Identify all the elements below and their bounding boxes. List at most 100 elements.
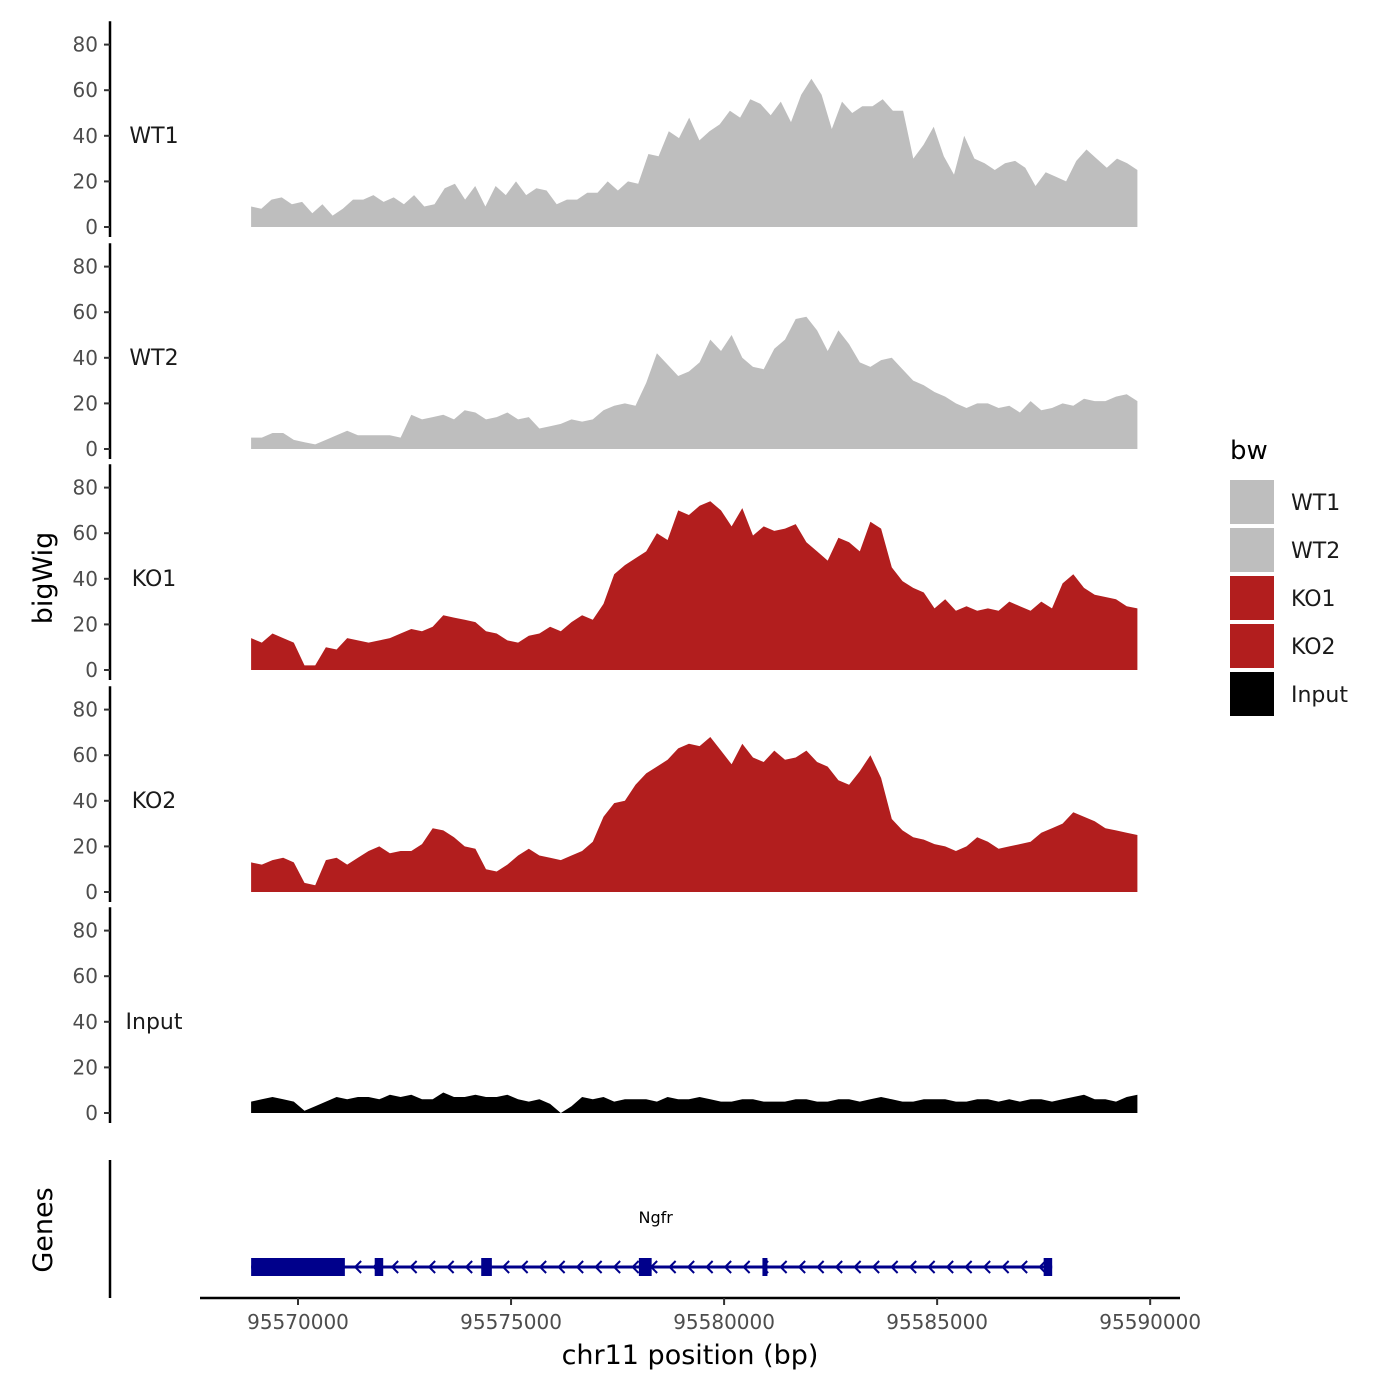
- legend-swatch-wt2: [1230, 528, 1274, 572]
- strand-arrow: [409, 1260, 418, 1274]
- strand-arrow: [1001, 1260, 1010, 1274]
- x-tick-label: 95570000: [247, 1310, 349, 1334]
- track-ko2: 0 20 40 60 80 KO2: [73, 686, 1138, 904]
- y-tick-label: 20: [73, 1055, 98, 1079]
- exon-block: [638, 1258, 652, 1276]
- genes-axis-title: Genes: [28, 1187, 59, 1272]
- strand-arrow: [797, 1260, 806, 1274]
- y-tick-label: 20: [73, 834, 98, 858]
- signal-area-ko2: [251, 737, 1138, 892]
- y-tick-label: 20: [73, 612, 98, 636]
- legend-label-wt1: WT1: [1291, 491, 1340, 516]
- strand-arrow: [705, 1260, 714, 1274]
- y-tick-label: 80: [73, 33, 98, 57]
- legend-label-ko1: KO1: [1291, 587, 1336, 612]
- legend: bw WT1 WT2 KO1 KO2 Input: [1230, 436, 1348, 716]
- y-tick-label: 80: [73, 476, 98, 500]
- y-tick-label: 0: [85, 437, 98, 461]
- y-tick-label: 60: [73, 964, 98, 988]
- strand-arrow: [464, 1260, 473, 1274]
- track-wt2: 0 20 40 60 80 WT2: [73, 243, 1138, 461]
- y-tick-label: 60: [73, 521, 98, 545]
- strand-arrow: [612, 1260, 621, 1274]
- gene-name-label: Ngfr: [638, 1208, 673, 1227]
- y-tick-label: 0: [85, 880, 98, 904]
- strand-arrow: [982, 1260, 991, 1274]
- y-tick-label: 40: [73, 346, 98, 370]
- y-tick-label: 20: [73, 391, 98, 415]
- strand-arrow: [723, 1260, 732, 1274]
- track-wt1: 0 20 40 60 80 WT1: [73, 21, 1138, 239]
- track-ko1: 0 20 40 60 80 KO1: [73, 464, 1138, 682]
- x-tick-label: 95580000: [673, 1310, 775, 1334]
- strand-arrow: [353, 1260, 362, 1274]
- signal-area-wt2: [251, 316, 1138, 449]
- y-tick-label: 20: [73, 169, 98, 193]
- strand-arrow: [945, 1260, 954, 1274]
- strand-arrow: [871, 1260, 880, 1274]
- legend-swatch-ko1: [1230, 576, 1274, 620]
- strand-arrow: [501, 1260, 510, 1274]
- legend-swatch-wt1: [1230, 480, 1274, 524]
- legend-swatch-ko2: [1230, 624, 1274, 668]
- y-tick-label: 80: [73, 919, 98, 943]
- track-label: WT2: [129, 346, 178, 371]
- signal-area-ko1: [251, 501, 1138, 670]
- strand-arrow: [816, 1260, 825, 1274]
- x-axis: 95570000 95575000 95580000 95585000 95590000: [200, 1296, 1201, 1334]
- legend-title: bw: [1230, 436, 1268, 466]
- y-tick-label: 80: [73, 255, 98, 279]
- signal-area-wt1: [251, 78, 1138, 227]
- exon-block: [481, 1258, 492, 1276]
- track-label: WT1: [129, 124, 178, 149]
- legend-label-input: Input: [1291, 683, 1348, 708]
- signal-area-input: [251, 1092, 1138, 1113]
- exon-block: [374, 1258, 384, 1276]
- x-tick-label: 95575000: [460, 1310, 562, 1334]
- exon-block: [251, 1258, 345, 1276]
- track-label: Input: [126, 1010, 183, 1035]
- y-tick-label: 40: [73, 124, 98, 148]
- track-label: KO2: [132, 789, 177, 814]
- track-input: 0 20 40 60 80 Input: [73, 907, 1138, 1125]
- y-tick-label: 40: [73, 1010, 98, 1034]
- y-tick-label: 80: [73, 698, 98, 722]
- y-tick-label: 40: [73, 789, 98, 813]
- legend-label-wt2: WT2: [1291, 539, 1340, 564]
- y-tick-label: 0: [85, 1101, 98, 1125]
- strand-arrow: [908, 1260, 917, 1274]
- strand-arrow: [1038, 1260, 1047, 1274]
- strand-arrow: [927, 1260, 936, 1274]
- signal-tracks: 0 20 40 60 80 WT1 0 20 40 60 80 WT2 0 20 40 60 80 KO1 0 20 4…: [73, 21, 1138, 1125]
- strand-arrow: [446, 1260, 455, 1274]
- strand-arrow: [538, 1260, 547, 1274]
- y-tick-label: 0: [85, 658, 98, 682]
- strand-arrow: [390, 1260, 399, 1274]
- exon-block: [1043, 1258, 1053, 1276]
- strand-arrow: [575, 1260, 584, 1274]
- strand-arrow: [779, 1260, 788, 1274]
- x-axis-title: chr11 position (bp): [562, 1340, 819, 1371]
- strand-arrow: [1019, 1260, 1028, 1274]
- strand-arrow: [890, 1260, 899, 1274]
- strand-arrow: [853, 1260, 862, 1274]
- track-label: KO1: [132, 567, 177, 592]
- y-tick-label: 60: [73, 300, 98, 324]
- strand-arrow: [686, 1260, 695, 1274]
- y-tick-label: 0: [85, 215, 98, 239]
- x-tick-label: 95585000: [886, 1310, 988, 1334]
- y-tick-label: 60: [73, 743, 98, 767]
- strand-arrow: [742, 1260, 751, 1274]
- strand-arrow: [557, 1260, 566, 1274]
- legend-swatch-input: [1230, 672, 1274, 716]
- gene-panel: Ngfr: [108, 1160, 1053, 1298]
- y-axis-title: bigWig: [28, 532, 59, 625]
- strand-arrow: [964, 1260, 973, 1274]
- strand-arrow: [427, 1260, 436, 1274]
- y-tick-label: 60: [73, 78, 98, 102]
- strand-arrow: [631, 1260, 640, 1274]
- y-tick-label: 40: [73, 567, 98, 591]
- exon-block: [762, 1258, 768, 1276]
- strand-arrow: [668, 1260, 677, 1274]
